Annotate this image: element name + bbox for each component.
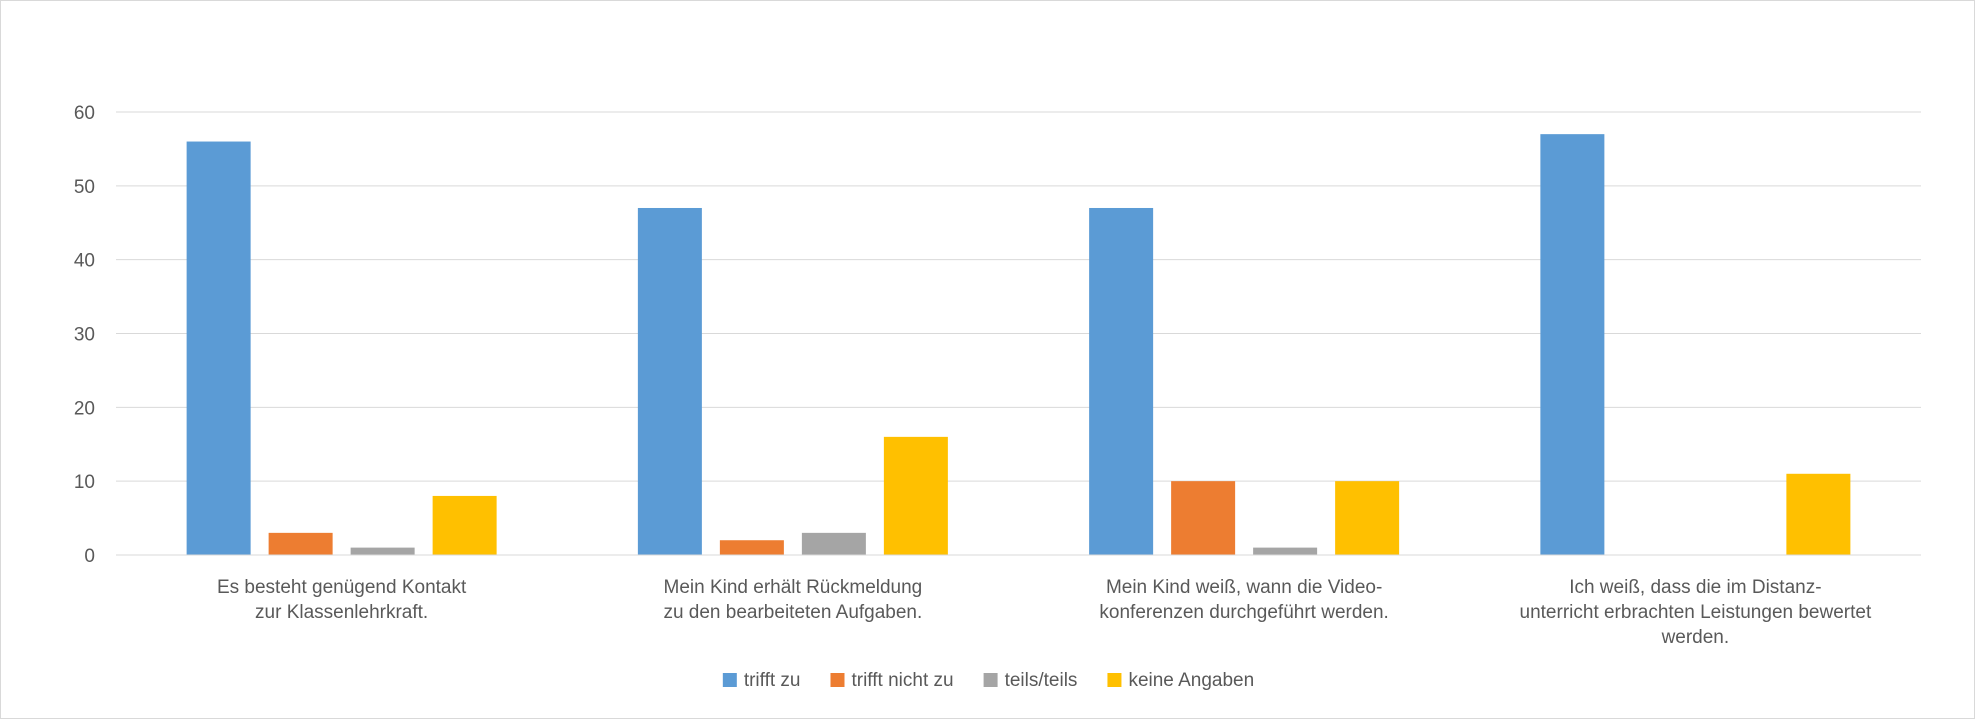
bar-trifft-zu-2 bbox=[637, 207, 702, 555]
legend-label: teils/teils bbox=[1005, 670, 1078, 691]
legend-item: trifft zu bbox=[722, 670, 801, 691]
y-tick-label: 0 bbox=[84, 546, 95, 567]
y-tick-label: 60 bbox=[74, 103, 95, 124]
legend: trifft zu trifft nicht zu teils/teils keine… bbox=[722, 670, 1254, 691]
category-label: Es besteht genügend Kontakt zur Klassenle… bbox=[217, 577, 467, 623]
bar-teils-teils-1 bbox=[350, 547, 415, 555]
category-label-line: Ich weiß, dass die im Distanz- bbox=[1569, 577, 1821, 598]
y-tick-label: 20 bbox=[74, 398, 95, 419]
bar-trifft-nicht-zu-1 bbox=[268, 532, 333, 555]
gridlines bbox=[116, 111, 1921, 482]
bar-trifft-zu-1 bbox=[186, 141, 251, 556]
category-label-line: Mein Kind erhält Rückmeldung bbox=[664, 577, 923, 598]
bar-teils-teils-3 bbox=[1253, 547, 1318, 555]
y-tick-label: 50 bbox=[74, 177, 95, 198]
x-axis-category-labels: Es besteht genügend Kontakt zur Klassenle… bbox=[217, 577, 1872, 648]
bar-trifft-zu-3 bbox=[1089, 207, 1154, 555]
bar-keine-angaben-4 bbox=[1786, 473, 1851, 555]
bar-keine-angaben-2 bbox=[883, 436, 948, 555]
legend-item: trifft nicht zu bbox=[830, 670, 954, 691]
bar-keine-angaben-3 bbox=[1335, 481, 1400, 555]
bar-keine-angaben-1 bbox=[432, 495, 497, 555]
bar-trifft-nicht-zu-3 bbox=[1171, 481, 1236, 555]
category-label-line: Mein Kind weiß, wann die Video- bbox=[1106, 577, 1382, 598]
category-label: Mein Kind weiß, wann die Video-konferenz… bbox=[1099, 577, 1388, 623]
legend-label: trifft nicht zu bbox=[851, 670, 953, 691]
bar-teils-teils-2 bbox=[801, 532, 866, 555]
bar-trifft-zu-4 bbox=[1540, 134, 1605, 555]
category-label: Mein Kind erhält Rückmeldung zu den bearb… bbox=[663, 577, 922, 623]
legend-swatch bbox=[722, 673, 737, 687]
bar-trifft-nicht-zu-2 bbox=[719, 540, 784, 555]
category-label-line: zu den bearbeiteten Aufgaben. bbox=[663, 602, 922, 623]
legend-item: keine Angaben bbox=[1107, 670, 1254, 691]
bars bbox=[186, 134, 1851, 556]
category-label-line: zur Klassenlehrkraft. bbox=[255, 602, 428, 623]
category-label: Ich weiß, dass die im Distanz-unterricht… bbox=[1520, 577, 1872, 648]
y-axis-tick-labels: 0 10 20 30 40 50 60 bbox=[74, 103, 95, 567]
category-label-line: Es besteht genügend Kontakt bbox=[217, 577, 467, 598]
y-tick-label: 10 bbox=[74, 472, 95, 493]
category-label-line: konferenzen durchgeführt werden. bbox=[1099, 602, 1388, 623]
legend-label: trifft zu bbox=[744, 670, 801, 691]
legend-item: teils/teils bbox=[983, 670, 1078, 691]
category-label-line: werden. bbox=[1661, 627, 1730, 648]
legend-swatch bbox=[983, 673, 998, 687]
y-tick-label: 30 bbox=[74, 325, 95, 346]
y-tick-label: 40 bbox=[74, 251, 95, 272]
category-label-line: unterricht erbrachten Leistungen bewerte… bbox=[1520, 602, 1872, 623]
legend-swatch bbox=[1107, 673, 1122, 687]
legend-swatch bbox=[830, 673, 845, 687]
legend-label: keine Angaben bbox=[1128, 670, 1254, 691]
